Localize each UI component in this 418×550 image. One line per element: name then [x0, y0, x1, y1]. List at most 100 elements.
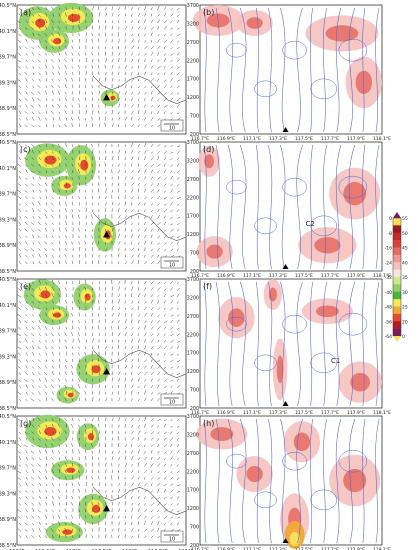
wind-vector — [37, 33, 41, 37]
wind-vector — [124, 183, 127, 187]
y-tick-label: 2200 — [187, 469, 199, 475]
wind-vector — [163, 437, 167, 441]
wind-vector — [84, 521, 87, 526]
wind-vector — [98, 143, 100, 148]
negative-anomaly-core — [314, 237, 341, 254]
wind-vector — [24, 184, 28, 187]
wind-vector — [170, 158, 173, 161]
wind-vector — [71, 39, 74, 43]
wind-vector — [65, 444, 67, 448]
wind-vector — [44, 241, 48, 245]
wind-vector — [32, 216, 35, 219]
wind-vector — [176, 85, 180, 89]
wind-vector — [176, 314, 180, 317]
wind-vector — [51, 176, 54, 180]
vertical-section-panels: (b)370032002700220017001200700200116.7°E… — [187, 3, 391, 550]
wind-vector — [51, 371, 54, 376]
wind-vector — [18, 503, 22, 506]
wind-vector — [157, 176, 161, 180]
wind-vector — [45, 124, 48, 128]
wind-vector — [176, 373, 181, 376]
wind-vector — [170, 33, 173, 37]
wind-vector — [64, 12, 67, 17]
wind-vector — [32, 72, 35, 76]
wind-vector — [111, 20, 114, 24]
wind-vector — [176, 58, 180, 63]
wind-vector — [131, 351, 133, 356]
wind-vector — [157, 319, 160, 324]
wind-vector — [150, 326, 154, 330]
wind-vector — [18, 456, 22, 461]
wind-vector — [30, 398, 35, 402]
wind-vector — [157, 431, 160, 435]
wind-vector — [157, 314, 160, 317]
wind-vector — [150, 444, 154, 448]
streamline — [239, 418, 247, 544]
x-tick-label: 117.1°E — [243, 273, 261, 279]
wind-vector — [51, 151, 54, 154]
wind-vector — [24, 72, 28, 76]
wind-vector — [137, 280, 140, 285]
wind-vector — [85, 91, 87, 95]
wind-vector — [124, 326, 128, 330]
wind-vector — [124, 372, 127, 376]
wind-vector — [118, 39, 120, 43]
wind-vector — [46, 463, 48, 467]
wind-vector — [105, 534, 107, 539]
wind-vector — [59, 287, 61, 291]
wind-vector — [64, 157, 67, 161]
wind-vector — [111, 418, 114, 422]
wind-vector — [97, 358, 100, 363]
wind-vector — [144, 150, 147, 154]
negative-anomaly-core — [246, 465, 263, 483]
wind-vector — [19, 118, 22, 121]
wind-vector — [157, 19, 160, 24]
wind-vector — [45, 307, 48, 311]
wind-vector — [176, 112, 180, 115]
wind-vector — [131, 430, 134, 435]
wind-vector — [104, 122, 106, 128]
streamline — [375, 144, 380, 270]
wind-vector — [157, 527, 160, 532]
wind-vector — [157, 92, 161, 95]
wind-vector — [84, 320, 87, 324]
wind-vector — [18, 72, 22, 76]
rain-area-heavy — [91, 504, 101, 513]
wind-vector — [39, 196, 41, 200]
wind-vector — [58, 38, 61, 43]
wind-vector — [32, 437, 35, 441]
wind-vector — [98, 390, 100, 395]
wind-vector — [150, 65, 154, 69]
wind-vector — [59, 255, 61, 258]
wind-vector — [105, 25, 107, 30]
wind-vector — [57, 183, 61, 187]
wind-vector — [131, 346, 134, 350]
wind-vector — [157, 425, 159, 428]
wind-vector — [31, 228, 35, 232]
streamline — [322, 281, 327, 407]
wind-vector — [51, 319, 54, 324]
wind-vector — [111, 339, 113, 343]
colorbar-label-left: -8 — [388, 231, 393, 237]
wind-vector — [144, 19, 146, 24]
wind-vector — [118, 111, 120, 115]
y-tick-label: 38.5°N — [0, 406, 16, 412]
wind-vector — [31, 124, 35, 128]
wind-vector — [25, 169, 28, 174]
wind-vector — [137, 489, 140, 493]
wind-vector — [105, 155, 107, 161]
wind-vector — [111, 117, 114, 121]
wind-vector — [157, 353, 160, 356]
wind-vector — [64, 469, 67, 474]
wind-vector — [39, 457, 41, 461]
wind-vector — [18, 85, 22, 89]
wind-vector — [45, 294, 48, 298]
wind-vector — [38, 221, 41, 226]
wind-vector — [157, 333, 160, 337]
wind-vector — [30, 27, 35, 30]
wind-vector — [30, 104, 35, 108]
wind-vector — [38, 399, 41, 402]
wind-vector — [163, 307, 166, 311]
wind-vector — [37, 509, 41, 513]
wind-vector — [150, 183, 154, 187]
